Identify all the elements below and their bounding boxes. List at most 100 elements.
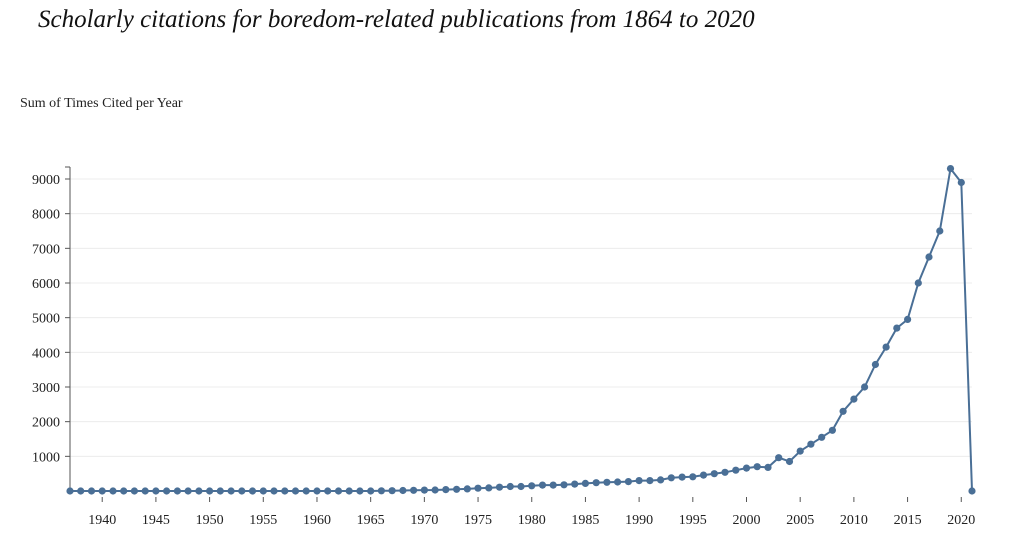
y-tick-label: 4000 — [32, 346, 60, 361]
data-point — [785, 457, 794, 466]
y-tick-label: 8000 — [32, 208, 60, 223]
data-point — [87, 487, 96, 495]
x-tick-label: 2010 — [840, 513, 868, 528]
data-point — [227, 487, 235, 495]
data-point — [345, 487, 353, 495]
data-point — [581, 479, 590, 487]
data-point — [152, 487, 160, 495]
data-point — [248, 487, 257, 495]
data-point — [882, 343, 890, 351]
data-point — [732, 466, 740, 474]
data-point — [818, 433, 826, 441]
data-point — [839, 407, 847, 415]
data-point — [861, 383, 869, 391]
data-point — [517, 482, 525, 491]
series-line — [70, 166, 973, 492]
data-point — [184, 487, 192, 495]
data-point — [549, 481, 557, 489]
data-point — [592, 479, 600, 487]
data-point — [66, 487, 74, 495]
data-point — [614, 478, 622, 486]
data-point — [420, 486, 428, 494]
data-point — [957, 178, 965, 187]
x-tick-label: 1985 — [571, 513, 599, 528]
data-point — [646, 477, 654, 485]
data-point — [120, 487, 128, 495]
data-point — [925, 253, 933, 261]
data-point — [850, 395, 858, 403]
y-tick-label: 3000 — [32, 381, 60, 396]
data-point — [667, 474, 675, 482]
data-point — [936, 227, 944, 235]
data-point — [98, 487, 106, 495]
y-tick-label: 2000 — [32, 416, 60, 431]
data-point — [624, 478, 633, 486]
y-tick-label: 5000 — [32, 312, 60, 327]
grid-lines — [70, 178, 972, 457]
data-point — [968, 487, 976, 495]
data-point — [291, 487, 300, 495]
data-point — [109, 487, 117, 495]
data-point — [603, 478, 611, 486]
data-point — [893, 324, 901, 332]
data-point — [560, 481, 568, 489]
data-point — [871, 360, 880, 369]
data-point — [163, 487, 171, 495]
data-point — [259, 487, 267, 495]
data-point — [742, 464, 751, 472]
data-point — [528, 482, 536, 490]
y-axis-label: Sum of Times Cited per Year — [20, 96, 183, 111]
data-point — [399, 486, 407, 495]
y-tick-label: 7000 — [32, 242, 60, 257]
data-point — [753, 463, 761, 471]
data-point — [463, 485, 471, 493]
data-point — [453, 485, 461, 493]
y-tick-label: 6000 — [32, 277, 60, 292]
data-point — [206, 487, 214, 495]
data-point — [775, 454, 783, 462]
data-point — [442, 486, 450, 494]
y-tick-label: 9000 — [32, 173, 60, 188]
data-point — [495, 483, 504, 491]
x-tick-label: 2020 — [947, 513, 975, 528]
x-tick-label: 1950 — [196, 513, 224, 528]
x-tick-label: 1960 — [303, 513, 331, 528]
data-point — [807, 440, 815, 448]
data-point — [506, 482, 514, 491]
data-point — [431, 486, 439, 494]
data-point — [474, 484, 482, 492]
data-point — [410, 486, 418, 494]
data-point — [657, 476, 665, 484]
x-tick-label: 1975 — [464, 513, 492, 528]
tick-labels: 1000 2000 3000 4000 5000 6000 7000 8000 9000 1940… — [32, 173, 975, 528]
data-point — [141, 487, 149, 495]
data-point — [388, 487, 396, 495]
data-point — [796, 447, 804, 455]
x-tick-label: 1980 — [518, 513, 546, 528]
data-point — [689, 473, 697, 481]
y-tick-label: 1000 — [32, 450, 60, 465]
x-tick-label: 2015 — [894, 513, 922, 528]
data-point — [270, 487, 278, 495]
x-tick-label: 1940 — [88, 513, 116, 528]
data-point — [367, 487, 375, 495]
data-point — [635, 477, 643, 485]
data-point — [721, 468, 729, 476]
chart-title: Scholarly citations for boredom-related … — [38, 6, 755, 33]
data-point — [699, 471, 708, 479]
data-point — [914, 279, 922, 287]
x-tick-label: 1990 — [625, 513, 653, 528]
data-point — [281, 487, 289, 495]
data-point — [302, 487, 310, 495]
data-point — [828, 426, 837, 434]
x-tick-label: 1945 — [142, 513, 170, 528]
data-point — [710, 470, 718, 478]
data-point — [195, 487, 203, 495]
data-point — [356, 487, 364, 495]
data-point — [946, 165, 955, 173]
data-point — [904, 315, 912, 323]
data-point — [324, 487, 332, 495]
x-tick-label: 1965 — [357, 513, 385, 528]
x-tick-label: 2005 — [786, 513, 814, 528]
